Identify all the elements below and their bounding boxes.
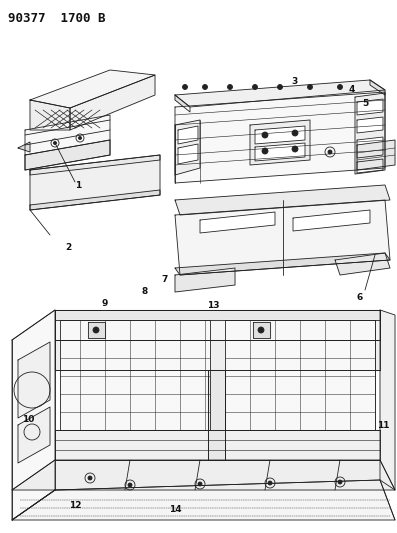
Circle shape	[292, 130, 298, 136]
Polygon shape	[12, 460, 395, 490]
Circle shape	[93, 327, 99, 333]
Circle shape	[183, 85, 187, 90]
Polygon shape	[25, 140, 110, 170]
Polygon shape	[55, 310, 380, 320]
Polygon shape	[225, 320, 375, 430]
Circle shape	[338, 480, 342, 484]
Polygon shape	[200, 212, 275, 233]
Polygon shape	[18, 342, 50, 418]
Text: 2: 2	[65, 244, 71, 253]
Circle shape	[88, 476, 92, 480]
Polygon shape	[175, 95, 190, 112]
Polygon shape	[30, 190, 160, 210]
Text: 90377  1700 B: 90377 1700 B	[8, 12, 106, 25]
Circle shape	[258, 327, 264, 333]
Polygon shape	[255, 143, 305, 161]
Circle shape	[292, 146, 298, 152]
Polygon shape	[250, 120, 310, 165]
Polygon shape	[357, 99, 383, 115]
Polygon shape	[30, 155, 160, 210]
Text: 7: 7	[162, 276, 168, 285]
Text: 1: 1	[75, 181, 81, 190]
Circle shape	[79, 136, 81, 140]
Circle shape	[262, 148, 268, 154]
Text: 10: 10	[22, 416, 34, 424]
Circle shape	[308, 85, 312, 90]
Polygon shape	[255, 126, 305, 144]
Text: 5: 5	[362, 99, 368, 108]
Text: 12: 12	[69, 500, 81, 510]
Polygon shape	[208, 370, 225, 460]
Text: 8: 8	[142, 287, 148, 296]
Circle shape	[337, 85, 343, 90]
Text: 9: 9	[102, 298, 108, 308]
Polygon shape	[357, 117, 383, 133]
Polygon shape	[60, 320, 210, 430]
Polygon shape	[12, 310, 55, 520]
Polygon shape	[30, 100, 70, 130]
Polygon shape	[175, 92, 385, 183]
Circle shape	[198, 482, 202, 486]
Polygon shape	[175, 120, 200, 175]
Circle shape	[262, 132, 268, 138]
Text: 3: 3	[292, 77, 298, 86]
Polygon shape	[18, 407, 50, 463]
Polygon shape	[178, 144, 198, 164]
Polygon shape	[175, 80, 385, 107]
Polygon shape	[175, 253, 390, 275]
Polygon shape	[175, 185, 390, 215]
Polygon shape	[30, 70, 155, 108]
Polygon shape	[175, 200, 390, 275]
Polygon shape	[55, 340, 380, 370]
Polygon shape	[357, 137, 383, 158]
Polygon shape	[370, 80, 385, 95]
Polygon shape	[12, 480, 395, 520]
Polygon shape	[253, 322, 270, 338]
Circle shape	[128, 483, 132, 487]
Polygon shape	[55, 430, 380, 460]
Polygon shape	[30, 155, 160, 175]
Polygon shape	[55, 310, 380, 340]
Polygon shape	[357, 140, 395, 170]
Circle shape	[328, 150, 332, 154]
Circle shape	[278, 85, 283, 90]
Circle shape	[227, 85, 233, 90]
Text: 14: 14	[169, 505, 181, 514]
Polygon shape	[293, 210, 370, 231]
Text: 13: 13	[207, 301, 219, 310]
Polygon shape	[335, 253, 390, 275]
Polygon shape	[70, 75, 155, 130]
Polygon shape	[18, 142, 30, 152]
Text: 6: 6	[357, 294, 363, 303]
Polygon shape	[380, 310, 395, 490]
Polygon shape	[25, 115, 110, 170]
Circle shape	[202, 85, 208, 90]
Circle shape	[54, 141, 56, 144]
Circle shape	[268, 481, 272, 485]
Polygon shape	[178, 126, 198, 144]
Circle shape	[252, 85, 258, 90]
Polygon shape	[355, 93, 385, 174]
Text: 4: 4	[349, 85, 355, 94]
Polygon shape	[175, 268, 235, 292]
Polygon shape	[88, 322, 105, 338]
Polygon shape	[357, 159, 383, 173]
Text: 11: 11	[377, 421, 389, 430]
